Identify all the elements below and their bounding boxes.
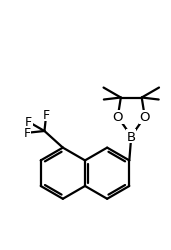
Text: F: F — [25, 116, 32, 129]
Text: F: F — [23, 127, 30, 140]
Text: F: F — [43, 108, 50, 121]
Text: B: B — [127, 130, 136, 143]
Text: O: O — [113, 111, 123, 124]
Text: O: O — [140, 111, 150, 124]
